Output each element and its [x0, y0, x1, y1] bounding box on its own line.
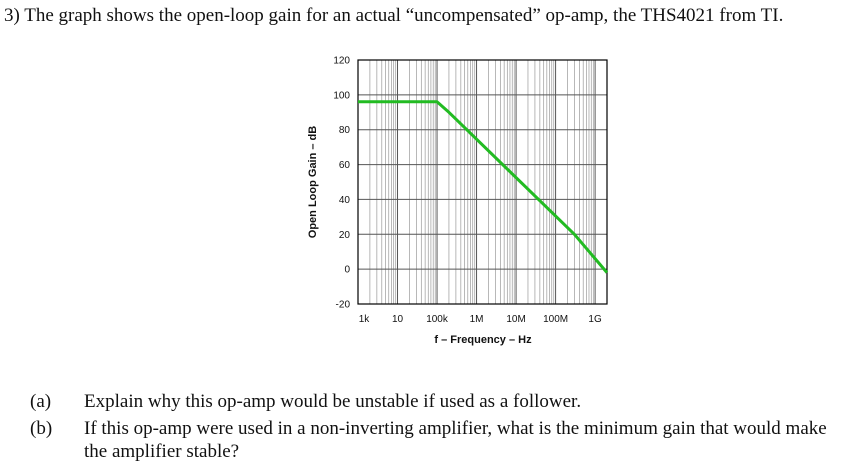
y-tick-labels: 120 100 80 60 40 20 0 -20 [333, 56, 350, 311]
part-b-marker: (b) [30, 418, 53, 439]
part-b-text: If this op-amp were used in a non-invert… [84, 418, 827, 462]
x-tick-label: 10 [392, 314, 404, 325]
chart-grid [357, 59, 608, 305]
y-tick-label: 120 [333, 56, 350, 67]
x-tick-label: 1G [588, 314, 602, 325]
x-tick-label: 100k [426, 314, 449, 325]
plot-frame [357, 59, 608, 305]
gain-curve [358, 100, 609, 274]
y-tick-label: 20 [339, 230, 351, 241]
part-a: (a) Explain why this op-amp would be uns… [30, 390, 840, 413]
x-axis-label: f – Frequency – Hz [434, 334, 532, 346]
y-tick-label: 100 [333, 90, 350, 101]
question-parts: (a) Explain why this op-amp would be uns… [30, 390, 840, 467]
y-tick-label: 0 [344, 265, 350, 276]
part-a-marker: (a) [30, 391, 52, 412]
x-tick-label: 100M [543, 314, 568, 325]
question-text: 3) The graph shows the open-loop gain fo… [4, 5, 784, 26]
y-axis-label: Open Loop Gain – dB [307, 126, 319, 239]
part-a-text: Explain why this op-amp would be unstabl… [84, 391, 582, 412]
part-b: (b) If this op-amp were used in a non-in… [30, 417, 840, 463]
y-tick-label: 80 [339, 125, 351, 136]
y-tick-label: 40 [339, 195, 351, 206]
x-tick-label: 1M [470, 314, 484, 325]
x-tick-label: 10M [506, 314, 525, 325]
x-tick-labels: 1k 10 100k 1M 10M 100M 1G [359, 314, 602, 325]
y-tick-label: -20 [336, 300, 351, 311]
x-tick-label: 1k [359, 314, 371, 325]
y-tick-label: 60 [339, 160, 351, 171]
